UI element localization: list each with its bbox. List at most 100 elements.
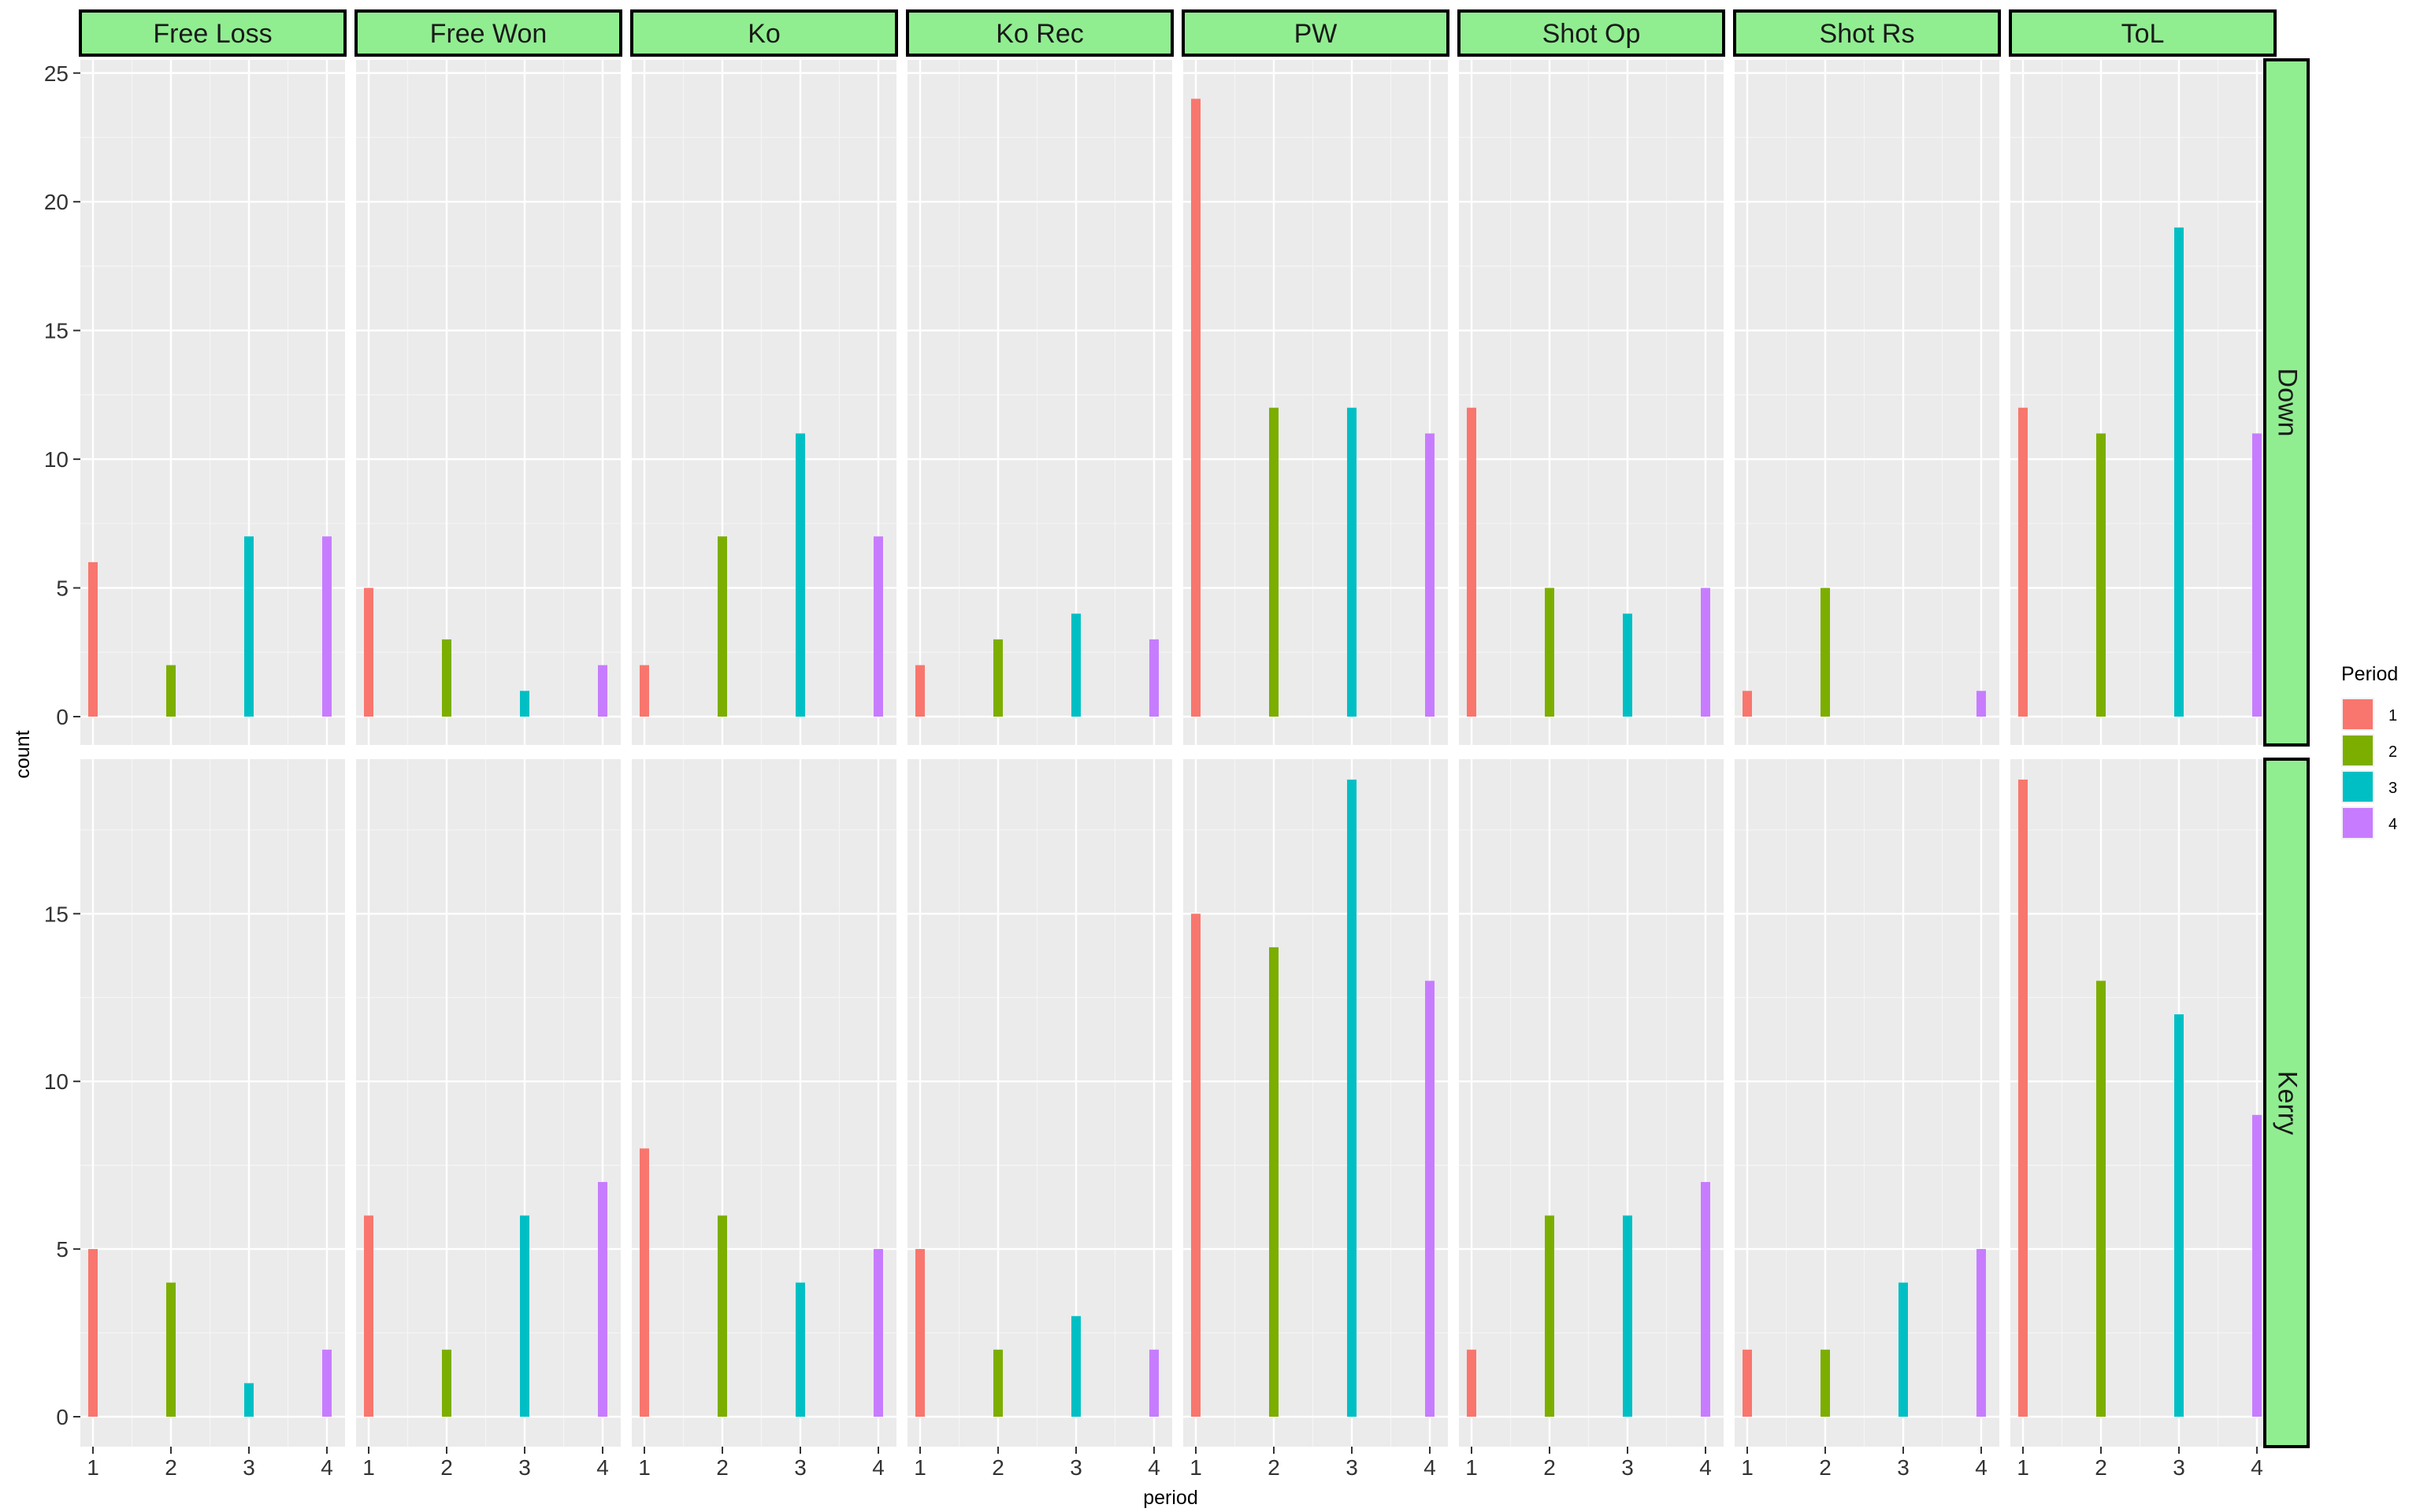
legend-label: 3 [2388, 780, 2397, 797]
x-tick-label: 1 [1465, 1455, 1478, 1480]
x-axis-shot-op: 1 2 3 4 [1465, 1447, 1712, 1480]
y-axis-kerry: 0 5 10 15 [44, 902, 80, 1429]
x-tick-label: 3 [2173, 1455, 2185, 1480]
bar-kerry-free-loss-period-1 [88, 1249, 98, 1417]
column-strip-box [79, 9, 347, 57]
column-strip-ko-rec: Ko Rec [906, 9, 1174, 57]
y-tick-label: 20 [44, 190, 69, 214]
bar-kerry-ko-rec-period-2 [993, 1349, 1003, 1417]
x-tick-label: 4 [321, 1455, 333, 1480]
panel-background [2010, 60, 2275, 745]
panel-background [1735, 759, 1999, 1447]
y-tick-label: 0 [56, 1405, 69, 1429]
column-strip-box [630, 9, 898, 57]
x-axis-label: period [1143, 1487, 1198, 1509]
panel-kerry-pw [1183, 759, 1448, 1447]
x-tick-label: 1 [1190, 1455, 1202, 1480]
row-strip-box [2263, 58, 2310, 747]
y-tick-label: 10 [44, 1069, 69, 1094]
bar-down-shot-op-period-4 [1701, 587, 1710, 717]
x-axis-ko-rec: 1 2 3 4 [914, 1447, 1160, 1480]
column-strip-box [1182, 9, 1449, 57]
x-tick-label: 3 [794, 1455, 807, 1480]
x-tick-label: 2 [716, 1455, 729, 1480]
bar-kerry-free-won-period-3 [520, 1215, 529, 1417]
column-strip-tol: ToL [2009, 9, 2277, 57]
bar-down-ko-period-3 [796, 433, 805, 717]
bar-kerry-ko-period-4 [874, 1249, 883, 1417]
bar-down-pw-period-2 [1269, 407, 1279, 717]
panel-background [1459, 60, 1724, 745]
y-tick-label: 25 [44, 61, 69, 86]
column-strip-shot-op: Shot Op [1457, 9, 1725, 57]
panels-layer [80, 60, 2275, 1447]
row-strip-label: Down [2273, 369, 2303, 437]
bar-kerry-pw-period-4 [1425, 980, 1435, 1417]
panel-down-ko-rec [908, 60, 1172, 745]
bar-down-shot-op-period-3 [1623, 613, 1632, 717]
panel-down-tol [2010, 60, 2275, 745]
bar-kerry-free-won-period-1 [364, 1215, 373, 1417]
x-tick-label: 2 [1268, 1455, 1280, 1480]
legend-key [2343, 808, 2373, 838]
bar-kerry-free-loss-period-3 [244, 1383, 254, 1417]
column-strip-box [1457, 9, 1725, 57]
x-tick-label: 2 [440, 1455, 453, 1480]
x-tick-label: 2 [2095, 1455, 2107, 1480]
column-strip-pw: PW [1182, 9, 1449, 57]
y-tick-label: 5 [56, 1237, 69, 1262]
x-tick-label: 3 [1345, 1455, 1358, 1480]
panel-down-free-loss [80, 60, 345, 745]
legend-label: 4 [2388, 816, 2397, 833]
panel-background [908, 759, 1172, 1447]
bar-down-free-won-period-4 [598, 665, 607, 717]
column-strip-label: Ko Rec [996, 19, 1084, 49]
legend-item-2: 2 [2341, 734, 2397, 767]
x-tick-label: 2 [1543, 1455, 1556, 1480]
bar-kerry-tol-period-1 [2018, 779, 2028, 1417]
panel-background [1183, 759, 1448, 1447]
x-tick-label: 2 [165, 1455, 177, 1480]
panel-kerry-ko [632, 759, 896, 1447]
column-strip-label: Free Loss [153, 19, 272, 49]
bar-down-free-loss-period-1 [88, 561, 98, 717]
x-tick-label: 1 [914, 1455, 926, 1480]
bar-down-free-won-period-1 [364, 587, 373, 717]
bar-down-tol-period-2 [2096, 433, 2106, 717]
panel-background [632, 60, 896, 745]
panel-kerry-free-won [356, 759, 621, 1447]
panel-background [356, 60, 621, 745]
bar-down-shot-op-period-2 [1545, 587, 1554, 717]
bar-kerry-pw-period-3 [1347, 779, 1357, 1417]
bar-kerry-tol-period-2 [2096, 980, 2106, 1417]
bar-kerry-shot-op-period-4 [1701, 1181, 1710, 1417]
bar-down-pw-period-1 [1191, 98, 1201, 717]
x-tick-label: 4 [1975, 1455, 1988, 1480]
row-strip-box [2263, 758, 2310, 1448]
legend-item-4: 4 [2341, 806, 2397, 839]
column-strip-box [906, 9, 1174, 57]
bar-down-ko-rec-period-2 [993, 639, 1003, 717]
panel-background [1459, 759, 1724, 1447]
bar-down-free-won-period-2 [442, 639, 451, 717]
bar-down-pw-period-3 [1347, 407, 1357, 717]
x-axis-ko: 1 2 3 4 [638, 1447, 885, 1480]
panel-background [632, 759, 896, 1447]
bar-kerry-free-loss-period-4 [322, 1349, 332, 1417]
bar-kerry-free-won-period-2 [442, 1349, 451, 1417]
row-strip-label: Kerry [2273, 1071, 2303, 1135]
bar-kerry-pw-period-1 [1191, 914, 1201, 1417]
bar-kerry-shot-rs-period-4 [1976, 1249, 1986, 1417]
bar-down-shot-op-period-1 [1467, 407, 1476, 717]
panel-background [1735, 60, 1999, 745]
bar-down-shot-rs-period-1 [1743, 691, 1752, 717]
bar-down-free-loss-period-3 [244, 536, 254, 717]
x-tick-label: 3 [1070, 1455, 1082, 1480]
column-strip-box [354, 9, 622, 57]
x-tick-label: 3 [1621, 1455, 1634, 1480]
legend: Period 1 2 3 4 [2341, 663, 2398, 839]
panel-background [80, 759, 345, 1447]
row-strip-kerry: Kerry [2263, 758, 2310, 1448]
x-axis-free-won: 1 2 3 4 [362, 1447, 609, 1480]
